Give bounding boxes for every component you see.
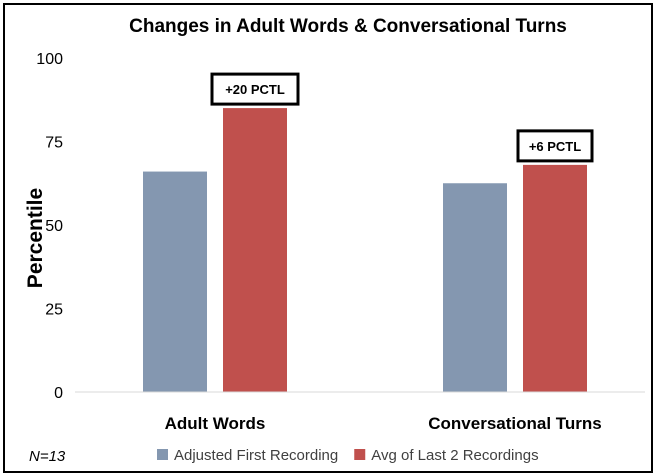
sample-size-note: N=13 xyxy=(29,448,66,465)
y-tick-label: 0 xyxy=(54,385,63,402)
x-tick-label: Conversational Turns xyxy=(428,414,602,433)
y-axis-label: Percentile xyxy=(24,188,47,288)
bar-last-recordings-adult-words xyxy=(223,108,287,392)
chart-title: Changes in Adult Words & Conversational … xyxy=(129,16,567,37)
y-tick-label: 50 xyxy=(45,218,63,235)
legend-swatch xyxy=(354,449,366,460)
chart-frame: Changes in Adult Words & Conversational … xyxy=(3,3,653,473)
legend-swatch xyxy=(157,449,168,460)
bar-last-recordings-conversational-turns xyxy=(523,164,587,392)
y-tick-label: 100 xyxy=(36,51,63,68)
y-tick-label: 25 xyxy=(45,302,63,319)
legend-label: Avg of Last 2 Recordings xyxy=(371,447,538,464)
bar-first-recording-adult-words xyxy=(143,171,207,392)
x-tick-label: Adult Words xyxy=(165,414,266,433)
change-callout-box xyxy=(516,129,594,163)
bar-first-recording-conversational-turns xyxy=(443,183,507,392)
change-callout-label: +6 PCTL xyxy=(529,139,581,154)
change-callout-box xyxy=(210,72,300,106)
bar-chart: Changes in Adult Words & Conversational … xyxy=(24,16,645,465)
legend-label: Adjusted First Recording xyxy=(174,447,338,464)
change-callout-label: +20 PCTL xyxy=(225,82,285,97)
y-tick-label: 75 xyxy=(45,135,63,152)
